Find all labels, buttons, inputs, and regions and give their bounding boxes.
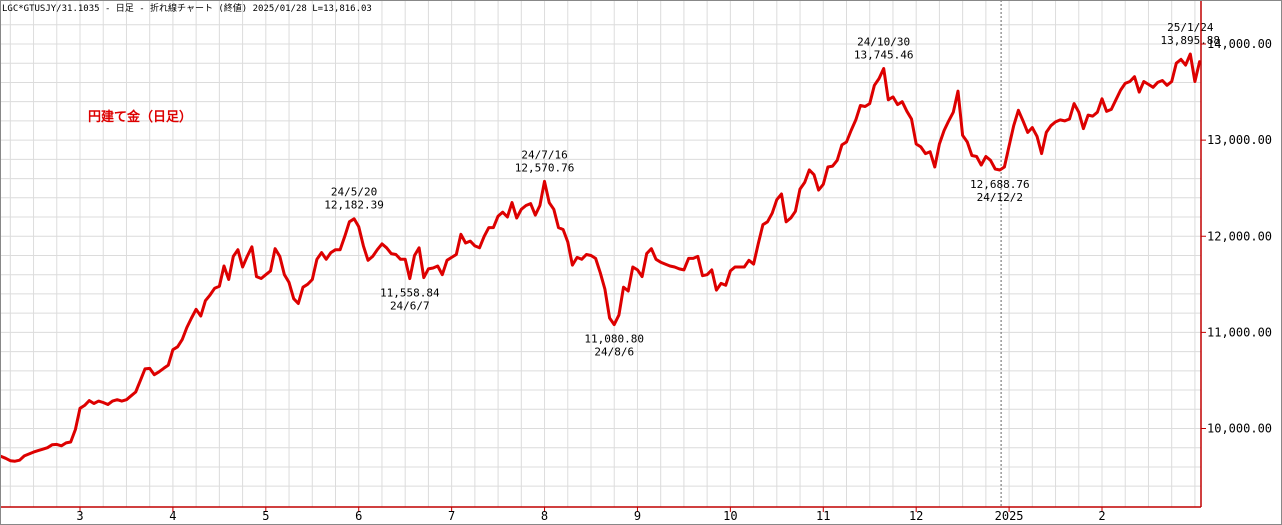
annotation-label: 24/12/2 (977, 191, 1023, 204)
x-tick-label: 9 (634, 509, 641, 523)
annotation-label: 25/1/24 (1167, 21, 1214, 34)
x-tick-label: 12 (909, 509, 923, 523)
y-tick-label: 14,000.00 (1207, 37, 1272, 51)
annotation-label: 11,558.84 (380, 287, 440, 300)
y-tick-label: 10,000.00 (1207, 422, 1272, 436)
chart-header-text: LGC*GTUSJY/31.1035 - 日足 - 折れ線チャート (終値) 2… (2, 2, 372, 14)
annotation-label: 24/7/16 (521, 148, 567, 161)
x-tick-label: 7 (448, 509, 455, 523)
annotation-label: 12,688.76 (970, 178, 1030, 191)
series-group (0, 52, 1202, 463)
series-label: 円建て金（日足） (88, 109, 192, 125)
x-tick-label: 2 (1098, 509, 1105, 523)
x-tick-label: 10 (723, 509, 737, 523)
annotation-label: 11,080.80 (584, 333, 644, 346)
x-axis: 3 4 5 6 7 8 9 10 11 12 2025 2 (76, 507, 1106, 523)
y-axis: 10,000.00 11,000.00 12,000.00 13,000.00 14,0… (1201, 37, 1272, 436)
y-tick-label: 12,000.00 (1207, 229, 1272, 243)
annotation-label: 24/8/6 (594, 346, 634, 359)
x-tick-label: 8 (541, 509, 548, 523)
annotations: 24/5/2012,182.3911,558.8424/6/724/7/1612… (324, 21, 1220, 359)
annotation-label: 12,182.39 (324, 199, 384, 212)
y-tick-label: 11,000.00 (1207, 325, 1272, 339)
annotation-label: 24/6/7 (390, 300, 430, 313)
annotation-label: 12,570.76 (515, 161, 575, 174)
x-tick-label: 5 (262, 509, 269, 523)
x-tick-label: 4 (169, 509, 176, 523)
x-tick-label: 3 (76, 509, 83, 523)
y-tick-label: 13,000.00 (1207, 133, 1272, 147)
annotation-label: 24/5/20 (331, 186, 377, 199)
x-tick-label: 11 (816, 509, 830, 523)
x-tick-label: 6 (355, 509, 362, 523)
x-tick-label: 2025 (995, 509, 1024, 523)
series-line-0 (0, 52, 1202, 463)
annotation-label: 13,745.46 (854, 48, 914, 61)
annotation-label: 24/10/30 (857, 35, 910, 48)
